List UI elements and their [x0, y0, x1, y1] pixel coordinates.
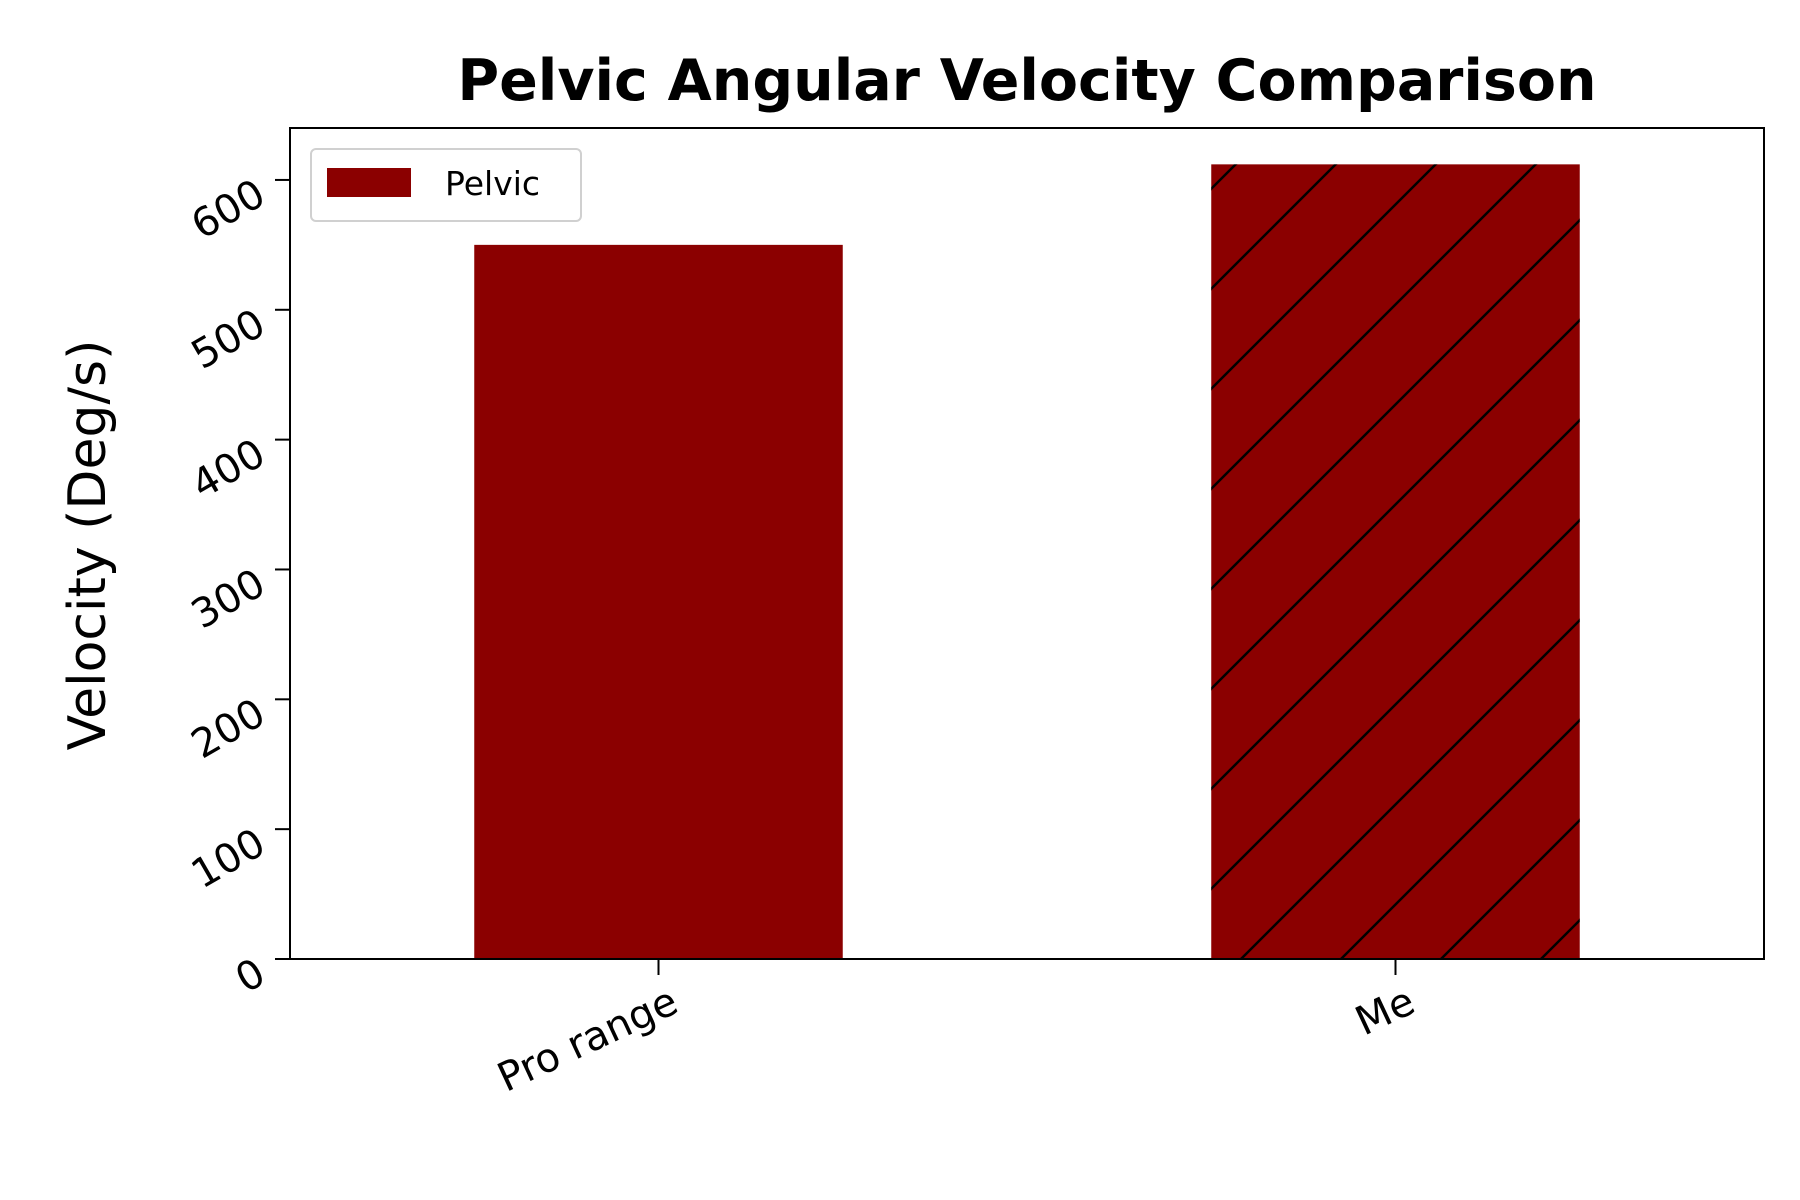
plot-frame — [289, 127, 1765, 960]
bar-pro-range — [474, 244, 843, 959]
legend-swatch — [327, 168, 411, 197]
y-tick-label: 200 — [184, 690, 273, 768]
y-tick-label: 400 — [184, 430, 273, 508]
y-axis-label: Velocity (Deg/s) — [58, 340, 118, 751]
legend: Pelvic — [310, 148, 582, 222]
y-tick-label: 100 — [184, 820, 273, 898]
bars — [474, 164, 1580, 959]
x-tick-label: Pro range — [491, 978, 685, 1101]
y-tick-label: 0 — [228, 950, 273, 1003]
y-tick-label: 500 — [184, 301, 273, 379]
x-tick-label: Me — [1349, 978, 1422, 1045]
y-tick-label: 600 — [184, 171, 273, 249]
y-tick-label: 300 — [184, 560, 273, 638]
legend-box — [310, 148, 582, 222]
bar-hatch-me — [1211, 164, 1580, 959]
chart-title: Pelvic Angular Velocity Comparison — [457, 48, 1596, 114]
legend-label: Pelvic — [445, 164, 540, 203]
